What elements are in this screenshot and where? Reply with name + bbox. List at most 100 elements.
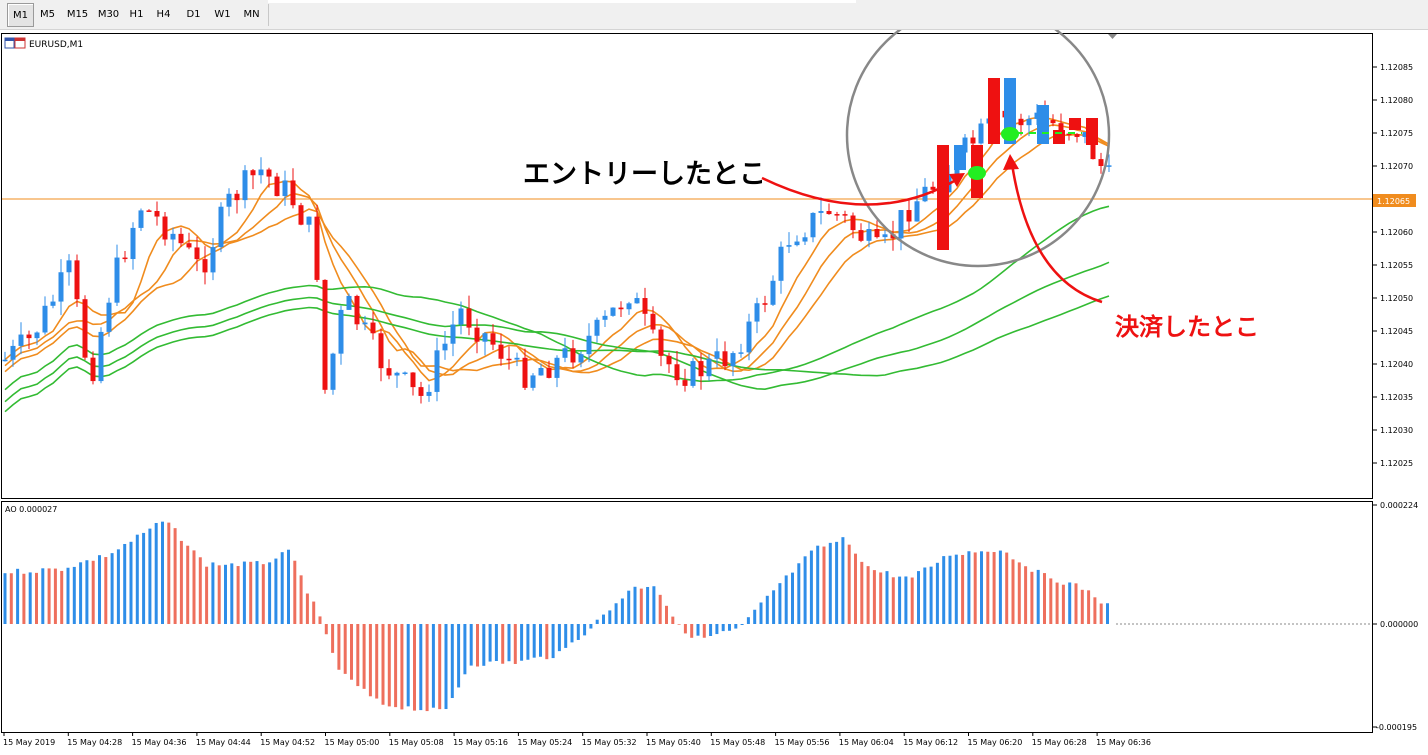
annotation-overlay: エントリーしたとこ 決済したとこ: [523, 30, 1259, 341]
candle-body: [18, 334, 24, 346]
ao-bar: [110, 553, 114, 624]
ao-bar: [299, 575, 303, 624]
ao-bar: [646, 586, 650, 624]
candle-body: [850, 215, 856, 231]
ao-bar: [1080, 589, 1084, 624]
candle-body: [778, 246, 784, 281]
candle-body: [642, 298, 648, 314]
ao-bar: [778, 583, 782, 624]
ao-bar: [85, 560, 89, 624]
tf-button-m1[interactable]: M1: [7, 3, 34, 27]
candle-body: [298, 205, 304, 225]
candle-body: [562, 348, 568, 358]
ao-bar: [507, 624, 511, 662]
candle-body: [1082, 132, 1088, 137]
candle-body: [1074, 134, 1080, 137]
entry-arrow: [761, 176, 957, 206]
current-price-tag: [1373, 194, 1416, 207]
ao-bar: [709, 624, 713, 636]
ao-bar: [728, 624, 731, 631]
zoom-circle: [845, 30, 1111, 268]
chart-shift-marker-icon[interactable]: [1108, 34, 1117, 39]
tf-button-w1[interactable]: W1: [214, 9, 231, 20]
candle-body: [434, 350, 440, 392]
candle-body: [834, 214, 840, 216]
candle-body: [378, 333, 384, 369]
time-tick-label: 15 May 04:52: [260, 738, 315, 747]
candle-body: [146, 210, 152, 212]
candle-body: [338, 309, 344, 354]
candle-body: [818, 211, 824, 213]
ao-bar: [142, 532, 146, 624]
candle-body: [874, 229, 880, 238]
ao-bar: [904, 576, 908, 624]
ao-bar: [60, 570, 64, 624]
ao-bar: [891, 577, 895, 624]
exit-arrow: [1010, 163, 1103, 304]
ao-bar: [3, 573, 7, 624]
ao-bar: [116, 549, 120, 624]
candle-body: [754, 303, 760, 322]
tf-button-mn[interactable]: MN: [243, 9, 260, 20]
candle-body: [282, 180, 288, 197]
ao-tick-top: 0.000224: [1380, 501, 1418, 510]
candle-body: [474, 327, 480, 342]
candle-body: [26, 334, 32, 339]
ao-bar: [1036, 569, 1040, 624]
ao-bar: [274, 558, 278, 624]
tf-button-h4[interactable]: H4: [156, 9, 171, 20]
candle-body: [90, 357, 96, 382]
ao-bar: [526, 624, 530, 660]
candle-body: [866, 229, 872, 241]
candle-body: [514, 357, 520, 360]
ao-bar: [192, 550, 196, 624]
ao-bar: [476, 624, 479, 667]
candle-body: [690, 361, 696, 386]
ao-bar: [1011, 559, 1015, 624]
ao-bar: [835, 541, 839, 624]
candle-body: [42, 305, 48, 333]
ao-bar: [740, 624, 744, 626]
price-tick-label: 1.12045: [1380, 327, 1413, 336]
time-tick-label: 15 May 2019: [3, 738, 55, 747]
candle-body: [290, 180, 296, 206]
current-price-text: 1.12065: [1377, 197, 1410, 206]
candle-body: [794, 241, 800, 246]
ao-bar: [847, 544, 851, 624]
candle-body: [442, 343, 448, 351]
tf-button-m5[interactable]: M5: [40, 9, 55, 20]
ao-bar: [53, 568, 57, 624]
tf-button-h1[interactable]: H1: [129, 9, 144, 20]
candle-body: [450, 324, 456, 344]
time-tick-label: 15 May 05:48: [710, 738, 765, 747]
time-tick-label: 15 May 06:12: [903, 738, 958, 747]
ao-bar: [249, 561, 253, 624]
ao-bar: [753, 609, 757, 624]
ao-bar: [28, 572, 32, 624]
ao-bar: [841, 537, 845, 624]
ao-bar: [9, 573, 13, 624]
candle-body: [610, 307, 616, 316]
candle-body: [506, 358, 512, 361]
tf-button-m15[interactable]: M15: [66, 9, 89, 20]
tf-button-m30[interactable]: M30: [97, 9, 120, 20]
candle-body: [410, 372, 416, 388]
ao-bar: [797, 563, 801, 624]
candle-body: [530, 375, 536, 388]
ao-bar: [1017, 562, 1021, 624]
ao-bar: [948, 555, 952, 624]
ao-bar: [129, 541, 133, 624]
time-tick-label: 15 May 05:24: [517, 738, 572, 747]
exit-marker: [1001, 127, 1019, 141]
zoom-candle-body: [954, 145, 966, 170]
candle-body: [570, 348, 576, 363]
ao-bar: [954, 554, 958, 624]
chart-area[interactable]: EURUSD,M1 1.120851.120801.120751.120701.…: [0, 30, 1428, 755]
ao-bar: [293, 560, 297, 624]
candle-body: [842, 214, 848, 216]
ao-bar: [551, 624, 555, 659]
tf-button-d1[interactable]: D1: [186, 9, 201, 20]
ao-histogram: [3, 521, 1109, 712]
candle-body: [1018, 118, 1024, 126]
candle-body: [346, 295, 352, 310]
